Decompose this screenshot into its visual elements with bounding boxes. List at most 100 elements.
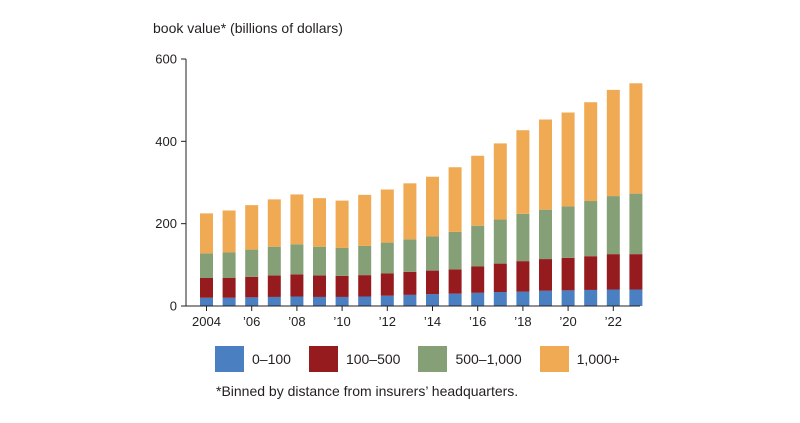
legend-label-0-100: 0–100 [252,351,291,367]
bar-segment-2012-series-2 [380,242,394,274]
bar-segment-2019-series-3 [539,119,552,210]
x-tick-label: ’16 [469,314,486,329]
legend-swatch-500-1000 [418,346,448,372]
bar-segment-2018-series-0 [516,291,530,306]
bar-segment-2007-series-0 [267,296,281,306]
bar-segment-2010-series-1 [335,275,349,297]
bar-segment-2020-series-1 [561,257,575,291]
bar-segment-2017-series-2 [493,219,507,264]
bar-segment-2008-series-3 [290,194,304,245]
bar-segment-2022-series-0 [606,289,620,306]
bar-segment-2005-series-2 [222,252,236,279]
bar-segment-2014-series-1 [426,270,439,295]
bar-segment-2016-series-0 [471,292,485,306]
x-tick-label: ’18 [514,314,531,329]
bar-segment-2013-series-0 [403,294,417,306]
bar-segment-2023-series-3 [629,83,643,194]
bar-segment-2018-series-2 [516,213,530,262]
bar-segment-2015-series-1 [448,269,462,294]
bar-segment-2011-series-0 [358,296,372,306]
bar-segment-2004-series-1 [200,278,213,298]
y-axis-title: book value* (billions of dollars) [153,20,343,36]
bar-segment-2013-series-3 [403,183,417,240]
x-tick-label: ’22 [605,314,622,329]
bar-segment-2016-series-2 [471,225,485,267]
bar-segment-2010-series-3 [335,200,349,248]
bar-segment-2015-series-2 [448,231,462,270]
bar-segment-2009-series-0 [313,296,326,306]
bar-segment-2016-series-3 [471,155,485,226]
bar-segment-2013-series-1 [403,271,417,295]
bar-segment-2011-series-2 [358,245,372,276]
bar-segment-2021-series-2 [584,201,598,257]
x-tick-label: ’10 [333,314,350,329]
bar-segment-2021-series-1 [584,256,598,290]
bar-segment-2020-series-3 [561,112,575,207]
bar-segment-2006-series-3 [245,205,259,250]
bar-segment-2020-series-0 [561,290,575,306]
bar-segment-2005-series-3 [222,210,236,253]
footnote: *Binned by distance from insurers’ headq… [216,383,519,399]
bar-segment-2012-series-0 [380,295,394,306]
bar-segment-2014-series-3 [426,176,439,237]
bar-segment-2021-series-0 [584,289,598,306]
bar-segment-2008-series-0 [290,296,304,306]
bar-segment-2015-series-0 [448,293,462,306]
bar-segment-2018-series-3 [516,130,530,214]
bar-segment-2010-series-2 [335,247,349,276]
bar-segment-2019-series-0 [539,290,552,306]
bar-segment-2023-series-1 [629,254,643,290]
bar-segment-2010-series-0 [335,296,349,306]
bar-segment-2011-series-1 [358,275,372,297]
legend-swatch-100-500 [308,346,338,372]
legend-item-100-500: 100–500 [308,346,401,372]
bar-segment-2008-series-2 [290,244,304,275]
x-tick-label: ’20 [559,314,576,329]
legend-item-1000-plus: 1,000+ [539,346,620,372]
legend-item-500-1000: 500–1,000 [418,346,522,372]
bar-segment-2017-series-0 [493,292,507,306]
y-tick-label: 400 [155,134,177,149]
bar-segment-2004-series-0 [200,297,213,306]
bar-segment-2015-series-3 [448,167,462,232]
bar-segment-2011-series-3 [358,194,372,246]
bar-segment-2023-series-2 [629,193,643,255]
bar-segment-2009-series-3 [313,198,326,247]
bar-segment-2009-series-1 [313,275,326,297]
bar-segment-2020-series-2 [561,206,575,258]
bar-segment-2009-series-2 [313,246,326,276]
bar-segment-2021-series-3 [584,102,598,202]
y-tick-label: 0 [170,299,177,314]
y-tick-label: 600 [155,52,177,67]
x-tick-label: ’12 [379,314,396,329]
bar-segment-2014-series-0 [426,294,439,306]
bar-segment-2004-series-2 [200,253,213,279]
x-tick-label: ’08 [288,314,305,329]
bar-segment-2019-series-2 [539,209,552,260]
y-axis-ticks: 0 200 400 600 [155,52,186,314]
bar-series [200,83,643,306]
bar-segment-2006-series-0 [245,297,259,306]
bar-segment-2006-series-1 [245,276,259,298]
x-tick-label: ’06 [243,314,260,329]
bar-segment-2018-series-1 [516,261,530,292]
y-tick-label: 200 [155,216,177,231]
bar-segment-2012-series-1 [380,273,394,296]
bar-segment-2004-series-3 [200,213,213,254]
bar-segment-2022-series-3 [606,89,620,197]
legend-label-100-500: 100–500 [345,351,401,367]
bar-segment-2017-series-1 [493,263,507,293]
bar-segment-2008-series-1 [290,274,304,297]
bar-segment-2016-series-1 [471,266,485,293]
x-axis-ticks: 2004 ’06 ’08 ’10 ’12 ’14 ’16 ’18 ’20 ’22 [192,306,622,329]
x-tick-label: 2004 [192,314,221,329]
bar-segment-2007-series-3 [267,199,281,247]
stacked-bar-chart: book value* (billions of dollars) 020040… [153,20,643,329]
bar-segment-2006-series-2 [245,249,259,277]
bar-segment-2022-series-1 [606,254,620,290]
bar-segment-2005-series-1 [222,278,236,298]
bar-segment-2017-series-3 [493,143,507,220]
bar-segment-2007-series-2 [267,246,281,276]
bar-segment-2022-series-2 [606,196,620,255]
legend: 0–100 100–500 500–1,000 1,000+ [215,346,638,372]
